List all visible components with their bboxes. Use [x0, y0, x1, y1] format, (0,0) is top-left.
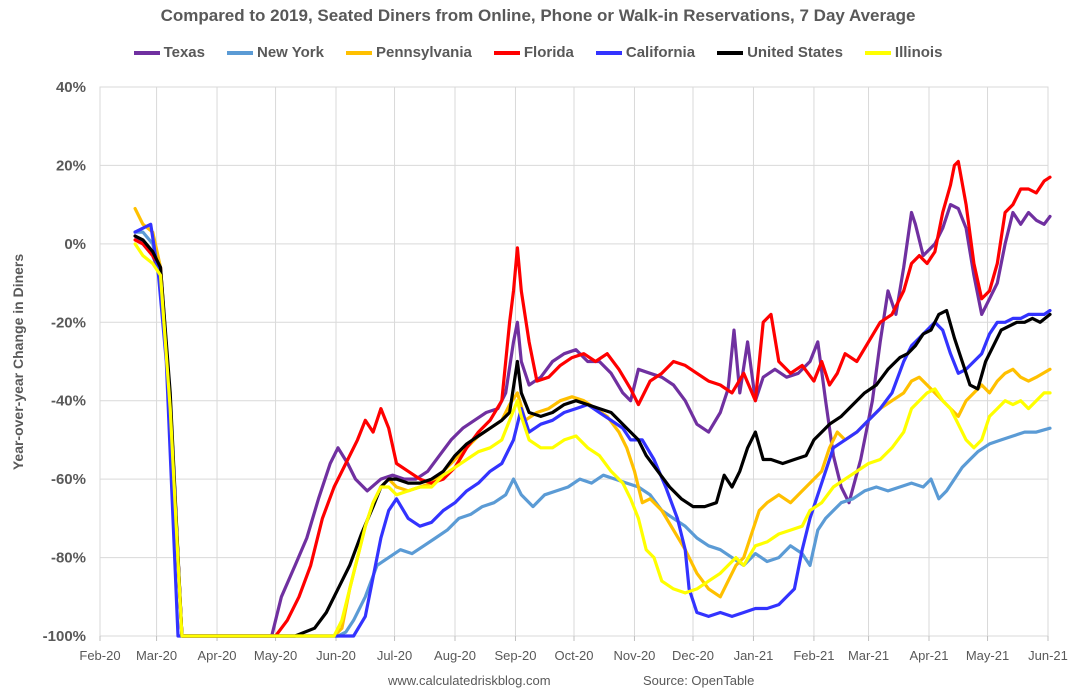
series-line-united-states: [133, 234, 1052, 638]
legend-swatch: [345, 50, 372, 55]
y-tick-label: 40%: [56, 79, 86, 96]
legend-label: Florida: [523, 44, 574, 61]
legend-item-pennsylvania: Pennsylvania: [345, 44, 472, 61]
legend: Texas New York Pennsylvania Florida Californ…: [0, 44, 1076, 61]
series-line-illinois: [133, 242, 1052, 638]
series-line-new-york: [133, 230, 1052, 638]
x-tick-label: Jan-21: [734, 648, 774, 663]
legend-item-illinois: Illinois: [864, 44, 943, 61]
legend-label: Pennsylvania: [375, 44, 472, 61]
x-tick-label: Aug-20: [434, 648, 476, 663]
x-tick-label: Jun-20: [316, 648, 356, 663]
y-tick-label: -100%: [43, 628, 86, 645]
x-tick-label: Apr-20: [198, 648, 237, 663]
legend-label: California: [625, 44, 696, 61]
legend-swatch: [493, 50, 520, 55]
legend-item-texas: Texas: [133, 44, 205, 61]
legend-item-united-states: United States: [717, 44, 843, 61]
footer-site: www.calculatedriskblog.com: [388, 673, 551, 688]
x-tick-label: Oct-20: [554, 648, 593, 663]
x-tick-label: Feb-20: [79, 648, 120, 663]
y-tick-label: -40%: [51, 393, 86, 410]
y-tick-label: 20%: [56, 157, 86, 174]
x-tick-label: May-20: [254, 648, 297, 663]
x-tick-label: Nov-20: [614, 648, 656, 663]
legend-item-new-york: New York: [226, 44, 324, 61]
x-tick-label: Sep-20: [495, 648, 537, 663]
y-tick-label: -60%: [51, 471, 86, 488]
legend-item-florida: Florida: [493, 44, 574, 61]
x-tick-label: Mar-20: [136, 648, 177, 663]
y-tick-label: -20%: [51, 314, 86, 331]
series-line-florida: [133, 159, 1052, 638]
x-tick-label: Jun-21: [1028, 648, 1068, 663]
legend-swatch: [864, 50, 891, 55]
legend-swatch: [717, 50, 744, 55]
x-tick-label: Mar-21: [848, 648, 889, 663]
footer-source: Source: OpenTable: [643, 673, 755, 688]
legend-swatch: [133, 50, 160, 55]
y-tick-label: 0%: [64, 236, 86, 253]
x-tick-label: May-21: [966, 648, 1009, 663]
legend-label: Texas: [163, 44, 205, 61]
legend-item-california: California: [595, 44, 696, 61]
x-tick-label: Jul-20: [377, 648, 412, 663]
legend-label: New York: [256, 44, 324, 61]
series-line-pennsylvania: [133, 207, 1052, 638]
chart-title: Compared to 2019, Seated Diners from Onl…: [160, 6, 916, 25]
x-tick-label: Feb-21: [793, 648, 834, 663]
x-tick-label: Apr-21: [909, 648, 948, 663]
x-tick-label: Dec-20: [672, 648, 714, 663]
legend-swatch: [595, 50, 622, 55]
legend-label: Illinois: [894, 44, 943, 61]
series-line-texas: [133, 203, 1052, 638]
legend-swatch: [226, 50, 253, 55]
series-line-california: [133, 222, 1052, 638]
legend-label: United States: [747, 44, 843, 61]
y-tick-label: -80%: [51, 550, 86, 567]
